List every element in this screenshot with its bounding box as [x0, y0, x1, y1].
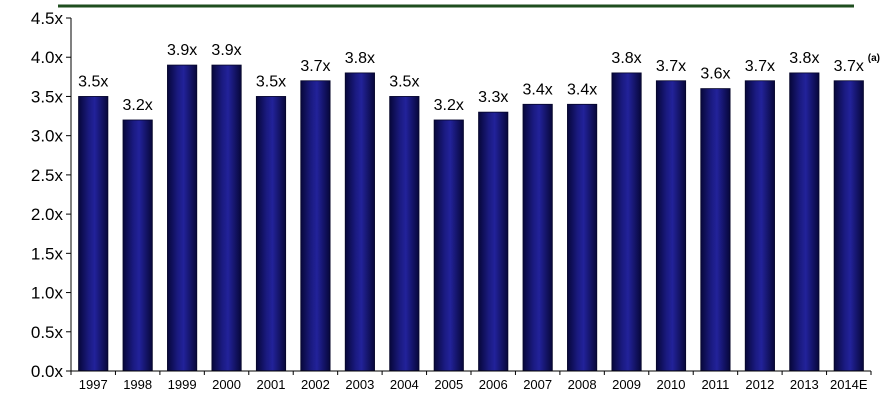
x-tick-label: 2010: [657, 377, 686, 392]
bar: [522, 103, 553, 372]
x-tick-label: 2006: [479, 377, 508, 392]
y-tick-label: 4.0x: [31, 48, 64, 67]
y-tick-label: 4.5x: [31, 9, 64, 28]
y-tick-label: 2.0x: [31, 205, 64, 224]
data-label: 3.4x: [523, 81, 553, 98]
data-labels: 3.5x 3.2x 3.9x 3.9x 3.5x 3.7x 3.8x 3.5x 3.2x 3.3x…: [78, 42, 880, 114]
bar: [122, 119, 153, 372]
bar: [255, 96, 287, 372]
x-tick-label: 2012: [745, 377, 774, 392]
data-label: 3.7x: [834, 58, 864, 75]
data-label: 3.6x: [700, 66, 730, 83]
x-tick-label: 2009: [612, 377, 641, 392]
bar: [611, 72, 642, 372]
data-label: 3.5x: [389, 73, 419, 90]
data-label: 3.7x: [745, 58, 775, 75]
bar: [655, 80, 687, 372]
bar: [78, 96, 109, 372]
data-label: 3.4x: [567, 81, 597, 98]
bar: [167, 64, 198, 372]
x-tick-label: 2003: [345, 377, 374, 392]
data-label: 3.7x: [656, 58, 686, 75]
bar: [567, 103, 598, 372]
bar: [700, 88, 731, 372]
y-tick-label: 0.0x: [31, 362, 64, 381]
x-tick-label: 2002: [301, 377, 330, 392]
bar: [211, 64, 242, 372]
bar: [433, 119, 464, 372]
x-axis: 1997 1998 1999 2000 2001 2002 2003 2004 2005 2006…: [70, 370, 872, 392]
data-label: 3.2x: [434, 97, 464, 114]
x-tick-label: 1999: [168, 377, 197, 392]
x-tick-label: 2014E: [830, 377, 868, 392]
data-label: 3.9x: [211, 42, 241, 59]
x-tick-label: 2007: [523, 377, 552, 392]
data-label: 3.7x: [300, 58, 330, 75]
x-tick-label: 2011: [701, 377, 729, 392]
y-tick-label: 3.5x: [31, 87, 64, 106]
bar: [744, 80, 775, 372]
data-label: 3.5x: [256, 73, 286, 90]
bar: [789, 72, 820, 372]
data-label: 3.8x: [789, 50, 819, 67]
data-label: 3.8x: [345, 50, 375, 67]
y-tick-label: 0.5x: [31, 323, 64, 342]
x-tick-label: 1998: [123, 377, 152, 392]
data-label: 3.2x: [123, 97, 153, 114]
y-tick-label: 3.0x: [31, 127, 64, 146]
y-tick-label: 2.5x: [31, 166, 64, 185]
data-label: 3.8x: [611, 50, 641, 67]
bar: [478, 111, 509, 372]
data-label: 3.3x: [478, 89, 508, 106]
data-label: 3.9x: [167, 42, 197, 59]
bar: [389, 96, 420, 372]
x-tick-label: 1997: [79, 377, 108, 392]
bars: [78, 64, 864, 372]
x-tick-label: 2008: [568, 377, 597, 392]
bar: [300, 80, 331, 372]
x-tick-label: 2005: [434, 377, 463, 392]
data-label: 3.5x: [78, 73, 108, 90]
x-tick-label: 2001: [257, 377, 286, 392]
y-tick-label: 1.5x: [31, 244, 64, 263]
bar: [833, 80, 864, 372]
x-tick-label: 2004: [390, 377, 419, 392]
x-tick-label: 2013: [790, 377, 819, 392]
y-tick-label: 1.0x: [31, 284, 64, 303]
y-axis: 0.0x 0.5x 1.0x 1.5x 2.0x 2.5x 3.0x 3.5x 4.0x 4.5x: [31, 9, 72, 381]
x-tick-label: 2000: [212, 377, 241, 392]
bar: [344, 72, 375, 372]
data-label-annotation: (a): [868, 53, 880, 64]
